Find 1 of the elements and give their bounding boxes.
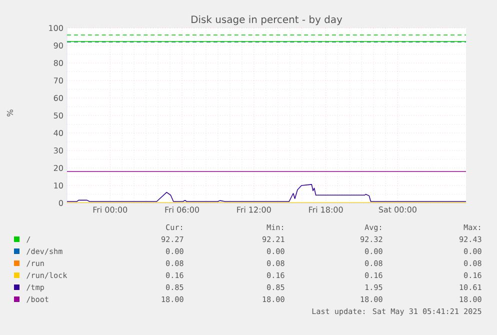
chart-title: Disk usage in percent - by day — [192, 15, 342, 26]
